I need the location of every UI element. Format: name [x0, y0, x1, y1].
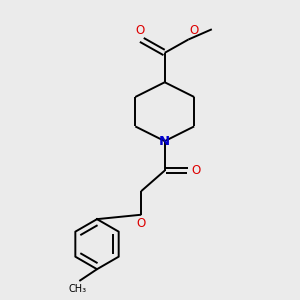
Text: O: O [135, 24, 144, 37]
Text: O: O [136, 217, 146, 230]
Text: N: N [159, 135, 170, 148]
Text: O: O [190, 24, 199, 37]
Text: O: O [192, 164, 201, 177]
Text: CH₃: CH₃ [69, 284, 87, 295]
